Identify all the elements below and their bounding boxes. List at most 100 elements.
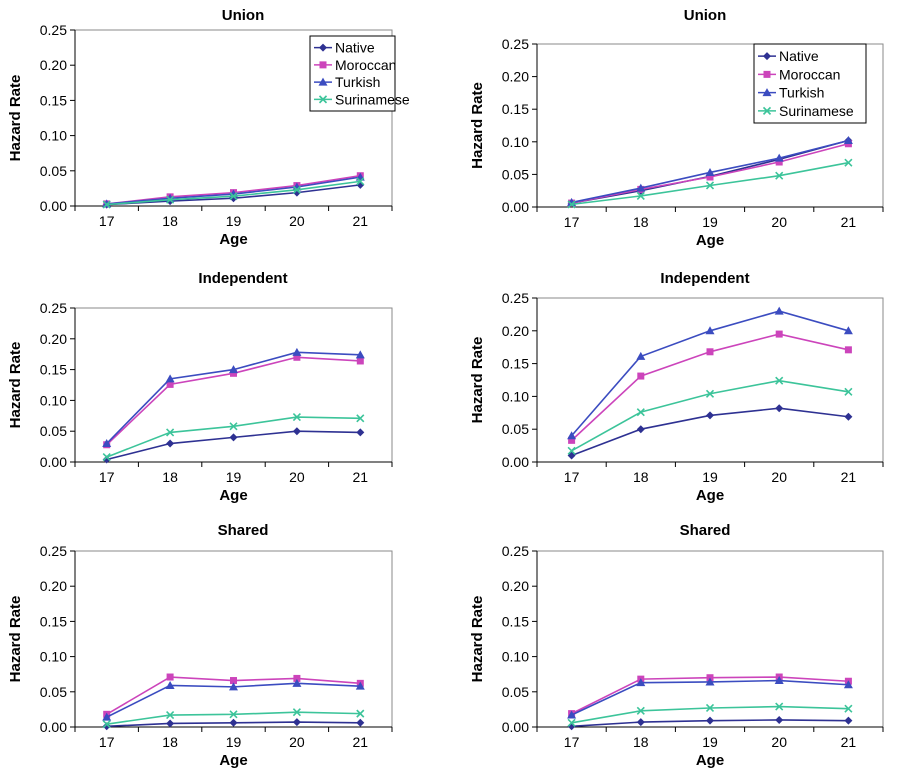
data-point (293, 353, 301, 361)
x-axis-label: Age (219, 231, 247, 248)
data-point (229, 192, 238, 201)
y-tick-label: 0.05 (502, 166, 529, 182)
y-tick-label: 0.05 (502, 421, 529, 437)
x-tick-label: 21 (353, 469, 369, 485)
y-tick-label: 0.20 (502, 323, 529, 339)
x-tick-label: 18 (633, 469, 649, 485)
x-tick-label: 20 (771, 469, 787, 485)
data-point (292, 708, 301, 717)
x-tick-label: 17 (564, 214, 580, 230)
data-point (567, 718, 576, 727)
chart-panel: Shared 0.00 0.05 0.10 0.15 0.20 0.25 17 18 19 20 21… (469, 522, 884, 769)
x-tick-label: 17 (564, 469, 580, 485)
data-point (636, 706, 645, 715)
data-point (567, 710, 577, 719)
data-point (706, 716, 714, 725)
plot-area (74, 550, 393, 728)
data-point (165, 374, 175, 383)
series-line (571, 679, 849, 716)
data-point (637, 372, 645, 380)
x-tick-label: 20 (771, 214, 787, 230)
y-axis-label: Hazard Rate (469, 337, 486, 424)
data-point (166, 673, 174, 681)
data-point (636, 425, 645, 434)
series-native (102, 427, 365, 464)
data-point (166, 710, 175, 720)
legend-label: Native (335, 40, 375, 56)
data-point (843, 326, 853, 335)
data-point (706, 348, 714, 356)
y-tick-label: 0.15 (40, 362, 67, 378)
data-point (166, 380, 174, 388)
data-point (844, 387, 853, 396)
data-point (102, 455, 111, 464)
y-tick-label: 0.15 (502, 101, 529, 117)
legend-marker (318, 95, 328, 104)
data-point (775, 702, 784, 711)
x-axis-label: Age (696, 487, 724, 504)
chart-panel: Independent 0.00 0.05 0.10 0.15 0.20 0.25 17 18 1… (7, 270, 393, 504)
data-point (166, 195, 175, 204)
series-native (567, 715, 853, 731)
y-tick-label: 0.25 (40, 543, 67, 559)
data-point (292, 718, 301, 727)
y-tick-label: 0.10 (502, 134, 529, 150)
legend-label: Turkish (779, 85, 824, 101)
x-tick-label: 19 (702, 214, 718, 230)
legend-marker (763, 70, 771, 78)
data-point (844, 716, 853, 725)
data-point (844, 412, 853, 421)
chart-title: Union (684, 7, 727, 24)
x-tick-label: 17 (99, 734, 115, 750)
plot-area (536, 550, 884, 728)
data-point (705, 703, 715, 713)
x-tick-label: 17 (99, 213, 115, 229)
chart-panel: Shared 0.00 0.05 0.10 0.15 0.20 0.25 17 18 19 20 21… (7, 522, 393, 769)
data-point (229, 682, 238, 691)
data-point (844, 346, 852, 354)
data-point (706, 411, 714, 420)
legend-label: Surinamese (779, 103, 854, 119)
series-surinamese (567, 158, 853, 209)
data-point (102, 439, 112, 448)
y-tick-label: 0.20 (40, 57, 67, 73)
data-point (230, 677, 237, 685)
y-tick-label: 0.00 (40, 198, 67, 214)
data-point (568, 436, 576, 444)
data-point (229, 422, 238, 431)
chart-title: Shared (680, 522, 731, 539)
legend-label: Turkish (335, 74, 380, 90)
data-point (774, 153, 784, 162)
x-tick-label: 20 (771, 734, 787, 750)
y-tick-label: 0.10 (40, 392, 67, 408)
data-point (705, 181, 715, 190)
data-point (165, 680, 175, 689)
y-tick-label: 0.15 (40, 92, 67, 108)
plot-area (536, 297, 884, 463)
series-surinamese (102, 177, 365, 209)
chart-title: Shared (218, 522, 269, 539)
y-axis-label: Hazard Rate (469, 82, 486, 169)
series-surinamese (567, 702, 853, 727)
x-tick-label: 19 (702, 734, 718, 750)
x-tick-label: 18 (633, 214, 649, 230)
data-point (775, 171, 784, 180)
series-turkish (567, 306, 853, 440)
data-point (230, 369, 237, 377)
data-point (166, 428, 175, 437)
data-point (705, 677, 715, 686)
y-tick-label: 0.15 (40, 613, 67, 629)
data-point (567, 431, 577, 440)
legend-label: Surinamese (335, 91, 410, 107)
data-point (166, 719, 175, 728)
y-tick-label: 0.00 (502, 719, 529, 735)
legend-marker (762, 88, 772, 97)
data-point (292, 412, 301, 422)
x-tick-label: 18 (162, 469, 178, 485)
data-point (844, 158, 853, 167)
y-tick-label: 0.15 (502, 613, 529, 629)
y-tick-label: 0.00 (40, 454, 67, 470)
data-point (636, 191, 645, 200)
